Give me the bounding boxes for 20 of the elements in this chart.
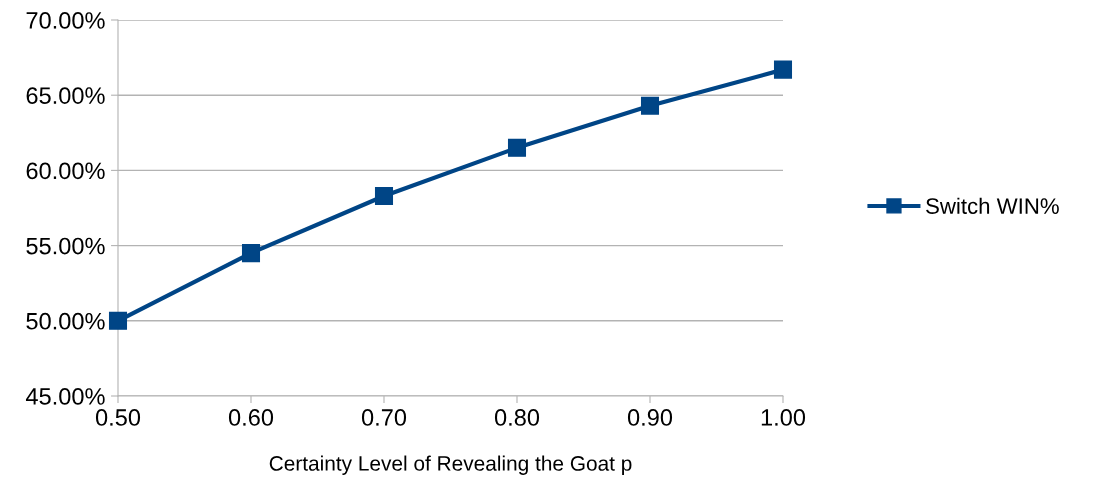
y-tick-label: 65.00%	[26, 87, 105, 104]
point	[108, 311, 128, 330]
point	[773, 60, 793, 79]
point	[640, 96, 660, 115]
point	[507, 138, 527, 157]
legend-label: Switch WIN%	[926, 197, 1059, 214]
y-tick-label: 50.00%	[26, 312, 105, 330]
y-tick-label: 55.00%	[26, 237, 105, 255]
y-tick-label: 60.00%	[26, 162, 105, 180]
x-tick-label: 0.50	[95, 409, 141, 426]
y-tick-label: 45.00%	[25, 388, 105, 405]
x-tick-label: 0.60	[228, 409, 274, 426]
x-axis-title: Certainty Level of Revealing the Goat p	[269, 455, 632, 475]
x-tick-label: 0.80	[494, 409, 540, 426]
x-tick-label: 1.00	[761, 409, 806, 426]
point	[241, 244, 261, 263]
x-tick-label: 0.90	[627, 409, 673, 426]
x-tick-label: 0.70	[361, 409, 407, 426]
point	[374, 186, 394, 205]
y-tick-label: 70.00%	[26, 12, 105, 29]
